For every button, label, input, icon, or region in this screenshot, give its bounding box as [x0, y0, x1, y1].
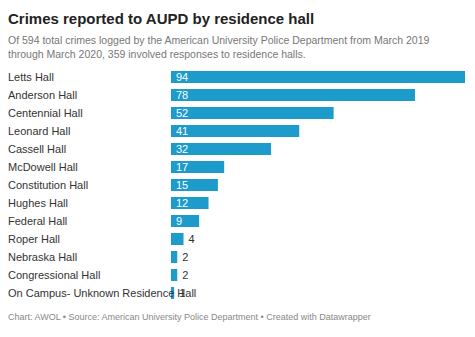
svg-text:Federal Hall: Federal Hall: [8, 215, 67, 227]
svg-text:52: 52: [176, 107, 188, 119]
html-text:Chart: AWOL • Source: American: Chart: AWOL • Source: American Universit…: [8, 312, 371, 322]
svg-text:41: 41: [176, 125, 188, 137]
svg-text:9: 9: [176, 215, 182, 227]
svg-text:Anderson Hall: Anderson Hall: [8, 89, 77, 101]
svg-text:Hughes Hall: Hughes Hall: [8, 197, 68, 209]
svg-text:32: 32: [176, 143, 188, 155]
svg-text:1: 1: [179, 287, 185, 299]
svg-text:Congressional Hall: Congressional Hall: [8, 269, 100, 281]
html-text:Of 594 total crimes logged by: Of 594 total crimes logged by the Americ…: [8, 34, 430, 60]
svg-text:Roper Hall: Roper Hall: [8, 233, 60, 245]
svg-text:Nebraska Hall: Nebraska Hall: [8, 251, 77, 263]
svg-text:12: 12: [176, 197, 188, 209]
svg-text:McDowell Hall: McDowell Hall: [8, 161, 78, 173]
svg-text:Letts Hall: Letts Hall: [8, 71, 54, 83]
svg-text:17: 17: [176, 161, 188, 173]
svg-text:94: 94: [176, 71, 188, 83]
svg-text:Leonard Hall: Leonard Hall: [8, 125, 70, 137]
svg-text:15: 15: [176, 179, 188, 191]
svg-text:On Campus- Unknown Residence H: On Campus- Unknown Residence Hall: [8, 287, 196, 299]
svg-text:Constitution Hall: Constitution Hall: [8, 179, 88, 191]
svg-text:Cassell Hall: Cassell Hall: [8, 143, 66, 155]
svg-text:78: 78: [176, 89, 188, 101]
svg-text:2: 2: [182, 269, 188, 281]
html-text:Crimes reported to AUPD by res: Crimes reported to AUPD by residence hal…: [8, 10, 315, 27]
svg-text:4: 4: [189, 233, 195, 245]
svg-text:2: 2: [182, 251, 188, 263]
svg-text:Centennial Hall: Centennial Hall: [8, 107, 83, 119]
